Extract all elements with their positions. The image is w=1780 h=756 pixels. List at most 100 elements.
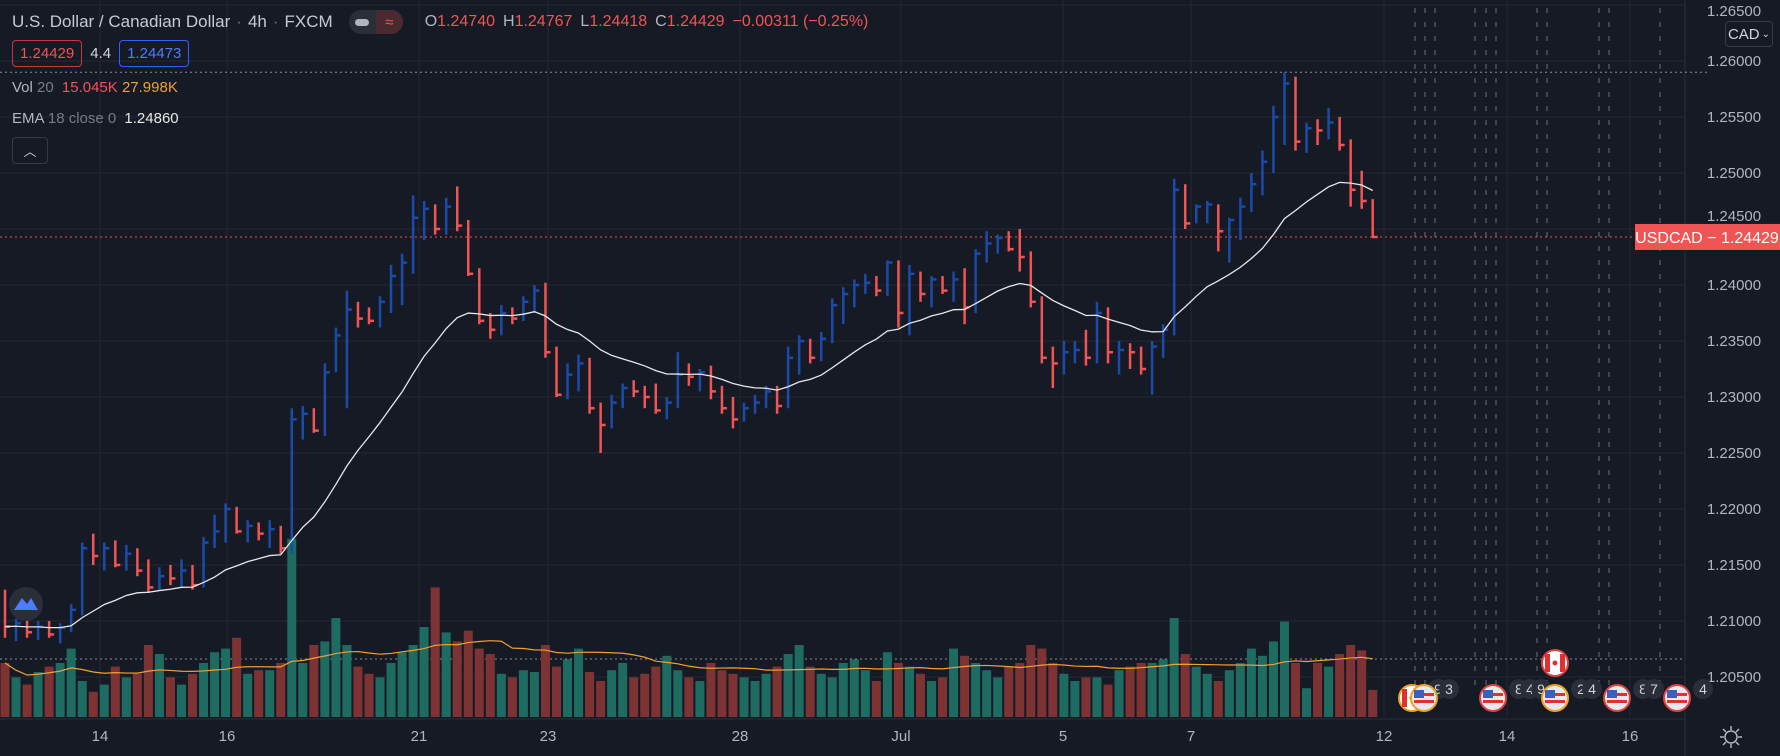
volume-bar <box>441 632 451 717</box>
volume-bar <box>871 681 881 717</box>
trading-badges: 1.24429 4.4 1.24473 <box>12 40 190 67</box>
event-count-bg <box>1582 679 1602 699</box>
price-bar <box>1029 251 1036 308</box>
pill-icon <box>349 10 376 34</box>
volume-bar <box>121 677 131 717</box>
volume-bar <box>1357 650 1367 717</box>
volume-bar <box>430 587 440 717</box>
price-bar <box>588 357 595 414</box>
sell-button[interactable]: 1.24429 <box>12 40 83 67</box>
event-count: 9 <box>1537 681 1545 697</box>
price-bar <box>1172 178 1180 336</box>
price-bar <box>621 383 628 409</box>
price-tick-label: 1.24000 <box>1707 277 1761 294</box>
price-bar <box>1250 173 1257 213</box>
price-bar <box>235 506 242 534</box>
currency-select[interactable]: CAD ⌄ <box>1725 21 1773 47</box>
interval-label[interactable]: 4h <box>247 12 267 31</box>
volume-bar <box>1302 688 1312 717</box>
volume-bar <box>419 627 429 717</box>
volume-bar <box>243 673 253 717</box>
price-bar <box>1106 307 1113 364</box>
price-bar <box>1360 170 1367 209</box>
ema-line <box>4 181 1374 629</box>
volume-bar <box>706 663 716 717</box>
volume-bar <box>265 670 275 717</box>
price-bar <box>323 363 330 437</box>
event-count: 2 <box>1577 681 1585 697</box>
flag-stripe <box>1607 700 1627 703</box>
collapse-legend-button[interactable]: ︿ <box>12 137 48 164</box>
event-count: 3 <box>1445 681 1453 697</box>
price-tick-label: 1.24500 <box>1707 208 1761 225</box>
volume-bar <box>651 666 661 717</box>
event-count: 4 <box>1588 681 1596 697</box>
buy-button[interactable]: 1.24473 <box>119 40 190 67</box>
price-bar <box>334 327 341 373</box>
price-bar <box>356 301 363 328</box>
symbol-title[interactable]: U.S. Dollar / Canadian Dollar <box>12 12 231 31</box>
volume-bar <box>529 672 539 717</box>
price-bar <box>665 397 672 420</box>
volume-ma-value: 27.998K <box>121 79 178 96</box>
price-bar <box>3 589 10 638</box>
price-tick-label: 1.25500 <box>1707 109 1761 126</box>
price-bar <box>489 313 496 339</box>
volume-bar <box>331 618 341 717</box>
volume-bar <box>1213 681 1223 717</box>
volume-bar <box>1015 663 1025 717</box>
volume-bar <box>772 666 782 717</box>
volume-bar <box>1103 684 1113 717</box>
volume-bar <box>364 673 374 717</box>
flag-stripe <box>1677 693 1687 696</box>
price-bar <box>213 514 220 549</box>
volume-bar <box>1158 659 1168 717</box>
price-bar <box>467 220 474 277</box>
volume-bar <box>783 654 793 717</box>
ema-indicator-legend[interactable]: EMA 18 close 0 1.24860 <box>12 110 179 127</box>
volume-bar <box>474 648 484 717</box>
volume-bar <box>915 673 925 717</box>
time-tick-label: 12 <box>1376 728 1393 745</box>
price-bar <box>941 276 948 294</box>
time-tick-label: 23 <box>540 728 557 745</box>
price-bar <box>1338 117 1345 151</box>
time-tick-label: 14 <box>1499 728 1516 745</box>
volume-value: 15.045K <box>61 79 118 96</box>
open-value: 1.24740 <box>437 13 495 30</box>
volume-bar <box>938 677 948 717</box>
price-bar <box>808 338 816 364</box>
volume-bar <box>309 645 319 717</box>
price-tick-label: 1.25000 <box>1707 165 1761 182</box>
price-bar <box>897 260 904 328</box>
volume-bar <box>342 645 352 717</box>
price-bar <box>797 335 805 375</box>
volume-bar <box>1335 654 1345 717</box>
volume-bar <box>507 677 517 717</box>
chart-mode-toggle[interactable]: ≈ <box>348 10 403 34</box>
volume-bar <box>99 684 109 717</box>
price-bar <box>1261 150 1268 196</box>
economic-event-marker[interactable]: 4 <box>1663 679 1713 712</box>
volume-bar <box>1026 645 1036 717</box>
volume-bar <box>452 641 462 717</box>
volume-bar <box>552 666 561 717</box>
volume-indicator-legend[interactable]: Vol 20 15.045K 27.998K <box>12 79 178 96</box>
volume-bar <box>1257 655 1267 717</box>
price-bar <box>1294 76 1301 151</box>
price-bar <box>202 537 209 588</box>
gear-icon[interactable] <box>1716 722 1746 752</box>
volume-bar <box>188 673 198 717</box>
flag-canton <box>1607 690 1617 698</box>
price-bar <box>1194 204 1202 224</box>
economic-event-marker[interactable] <box>1541 649 1569 677</box>
volume-bar <box>739 677 749 717</box>
price-bar <box>246 520 253 543</box>
volume-bar <box>1125 666 1135 717</box>
volume-bar <box>585 672 595 717</box>
